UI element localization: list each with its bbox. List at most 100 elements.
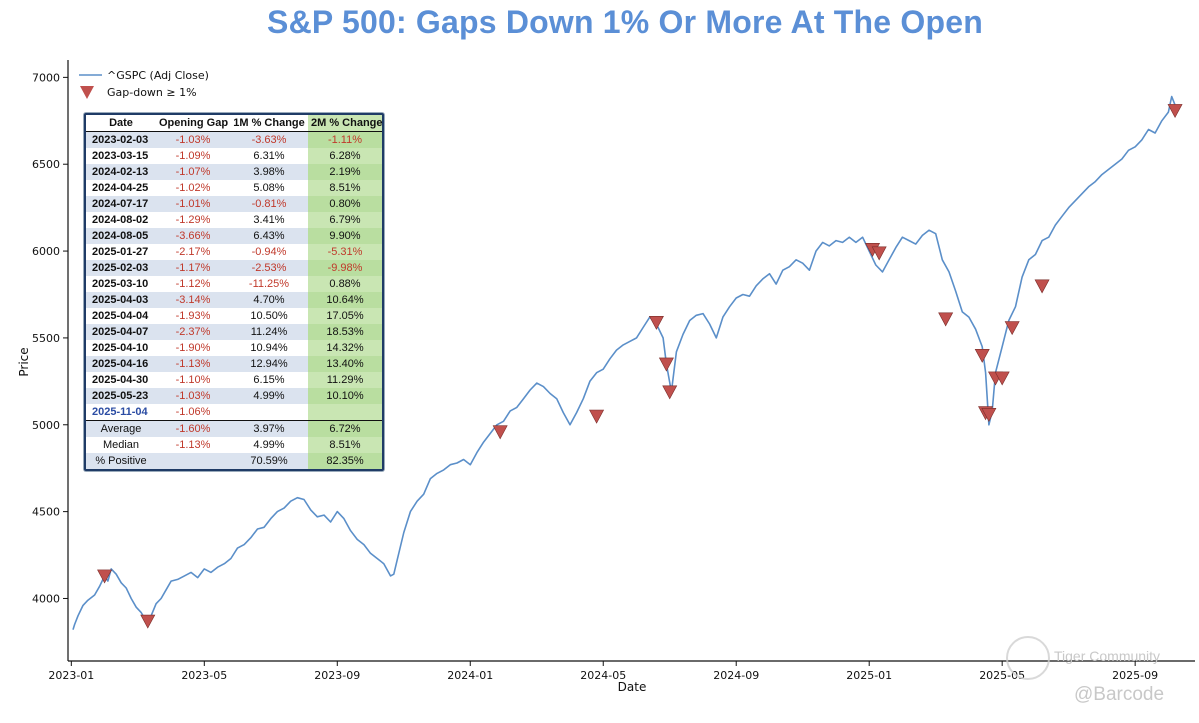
cell-date: 2025-04-07: [86, 324, 156, 340]
table-row: 2024-02-13 -1.07% 3.98% 2.19%: [86, 164, 382, 180]
gap-down-marker: [938, 312, 954, 327]
gap-down-marker: [871, 246, 887, 261]
gap-down-marker: [140, 614, 156, 629]
cell-2m-change: 2.19%: [308, 164, 382, 180]
table-row: 2025-04-03 -3.14% 4.70% 10.64%: [86, 292, 382, 308]
x-tick-label: 2023-05: [181, 669, 227, 682]
cell-opening-gap: -1.10%: [156, 372, 230, 388]
legend-marker-label: Gap-down ≥ 1%: [107, 86, 197, 99]
cell-opening-gap: [156, 453, 230, 469]
cell-date: 2025-04-10: [86, 340, 156, 356]
cell-1m-change: -2.53%: [230, 260, 308, 276]
cell-1m-change: 11.24%: [230, 324, 308, 340]
table-stat-row: % Positive 70.59% 82.35%: [86, 453, 382, 469]
x-tick-label: 2023-09: [314, 669, 360, 682]
cell-2m-change: -1.11%: [308, 131, 382, 148]
cell-2m-change: 9.90%: [308, 228, 382, 244]
cell-opening-gap: -1.29%: [156, 212, 230, 228]
cell-2m-change: 18.53%: [308, 324, 382, 340]
x-tick-label: 2025-01: [846, 669, 892, 682]
cell-1m-change: 4.70%: [230, 292, 308, 308]
y-axis-label: Price: [17, 347, 31, 376]
cell-2m-change: 0.88%: [308, 276, 382, 292]
table-row: 2025-05-23 -1.03% 4.99% 10.10%: [86, 388, 382, 404]
x-tick-label: 2025-09: [1112, 669, 1158, 682]
table-row: 2025-04-04 -1.93% 10.50% 17.05%: [86, 308, 382, 324]
table-stat-row: Average -1.60% 3.97% 6.72%: [86, 420, 382, 437]
table-row: 2025-11-04 -1.06%: [86, 404, 382, 421]
x-tick-label: 2024-09: [713, 669, 759, 682]
cell-1m-change: -3.63%: [230, 131, 308, 148]
x-tick-label: 2023-01: [48, 669, 94, 682]
cell-date: 2024-08-05: [86, 228, 156, 244]
cell-opening-gap: -1.60%: [156, 420, 230, 437]
cell-1m-change: 5.08%: [230, 180, 308, 196]
x-axis-label: Date: [618, 680, 647, 694]
table-row: 2025-02-03 -1.17% -2.53% -9.98%: [86, 260, 382, 276]
cell-1m-change: 70.59%: [230, 453, 308, 469]
table-row: 2025-01-27 -2.17% -0.94% -5.31%: [86, 244, 382, 260]
gap-down-marker: [1167, 104, 1183, 119]
cell-date: 2024-08-02: [86, 212, 156, 228]
cell-opening-gap: -3.66%: [156, 228, 230, 244]
table-header-opening-gap: Opening Gap: [156, 115, 230, 132]
table-row: 2024-08-02 -1.29% 3.41% 6.79%: [86, 212, 382, 228]
cell-opening-gap: -1.02%: [156, 180, 230, 196]
cell-opening-gap: -1.06%: [156, 404, 230, 421]
gap-down-marker: [658, 357, 674, 372]
cell-date: 2024-02-13: [86, 164, 156, 180]
gap-down-marker: [97, 569, 113, 584]
table-row: 2024-07-17 -1.01% -0.81% 0.80%: [86, 196, 382, 212]
cell-date: Average: [86, 420, 156, 437]
cell-2m-change: 0.80%: [308, 196, 382, 212]
cell-date: 2023-02-03: [86, 131, 156, 148]
tiger-community-logo-icon: [1006, 636, 1050, 680]
cell-date: 2024-07-17: [86, 196, 156, 212]
x-tick-label: 2024-05: [580, 669, 626, 682]
cell-1m-change: 12.94%: [230, 356, 308, 372]
cell-2m-change: -9.98%: [308, 260, 382, 276]
gap-down-marker: [589, 409, 605, 424]
cell-opening-gap: -1.13%: [156, 356, 230, 372]
cell-1m-change: 6.43%: [230, 228, 308, 244]
table-row: 2024-04-25 -1.02% 5.08% 8.51%: [86, 180, 382, 196]
cell-2m-change: -5.31%: [308, 244, 382, 260]
cell-1m-change: 3.97%: [230, 420, 308, 437]
cell-1m-change: -11.25%: [230, 276, 308, 292]
y-tick-label: 7000: [32, 71, 60, 84]
cell-2m-change: 14.32%: [308, 340, 382, 356]
cell-1m-change: 4.99%: [230, 437, 308, 453]
y-tick-label: 4500: [32, 506, 60, 519]
legend-marker-swatch: [80, 86, 94, 99]
table-row: 2025-03-10 -1.12% -11.25% 0.88%: [86, 276, 382, 292]
y-tick-label: 6500: [32, 158, 60, 171]
cell-2m-change: 11.29%: [308, 372, 382, 388]
cell-1m-change: 6.15%: [230, 372, 308, 388]
y-tick-label: 6000: [32, 245, 60, 258]
cell-opening-gap: -1.01%: [156, 196, 230, 212]
cell-date: 2025-01-27: [86, 244, 156, 260]
cell-date: 2025-03-10: [86, 276, 156, 292]
cell-opening-gap: -1.93%: [156, 308, 230, 324]
table-row: 2025-04-07 -2.37% 11.24% 18.53%: [86, 324, 382, 340]
cell-1m-change: 3.41%: [230, 212, 308, 228]
legend-line-label: ^GSPC (Adj Close): [107, 69, 209, 82]
y-tick-label: 5000: [32, 419, 60, 432]
watermark-handle: @Barcode: [1074, 684, 1165, 705]
cell-opening-gap: -1.09%: [156, 148, 230, 164]
cell-opening-gap: -1.90%: [156, 340, 230, 356]
cell-2m-change: 8.51%: [308, 180, 382, 196]
cell-date: % Positive: [86, 453, 156, 469]
cell-date: 2025-04-03: [86, 292, 156, 308]
cell-date: 2025-02-03: [86, 260, 156, 276]
gap-down-marker: [974, 348, 990, 363]
gap-down-marker: [492, 425, 508, 440]
y-tick-label: 5500: [32, 332, 60, 345]
cell-1m-change: -0.94%: [230, 244, 308, 260]
cell-1m-change: 4.99%: [230, 388, 308, 404]
cell-date: 2025-04-30: [86, 372, 156, 388]
gap-down-marker: [1004, 321, 1020, 336]
cell-1m-change: 10.50%: [230, 308, 308, 324]
cell-2m-change: 8.51%: [308, 437, 382, 453]
